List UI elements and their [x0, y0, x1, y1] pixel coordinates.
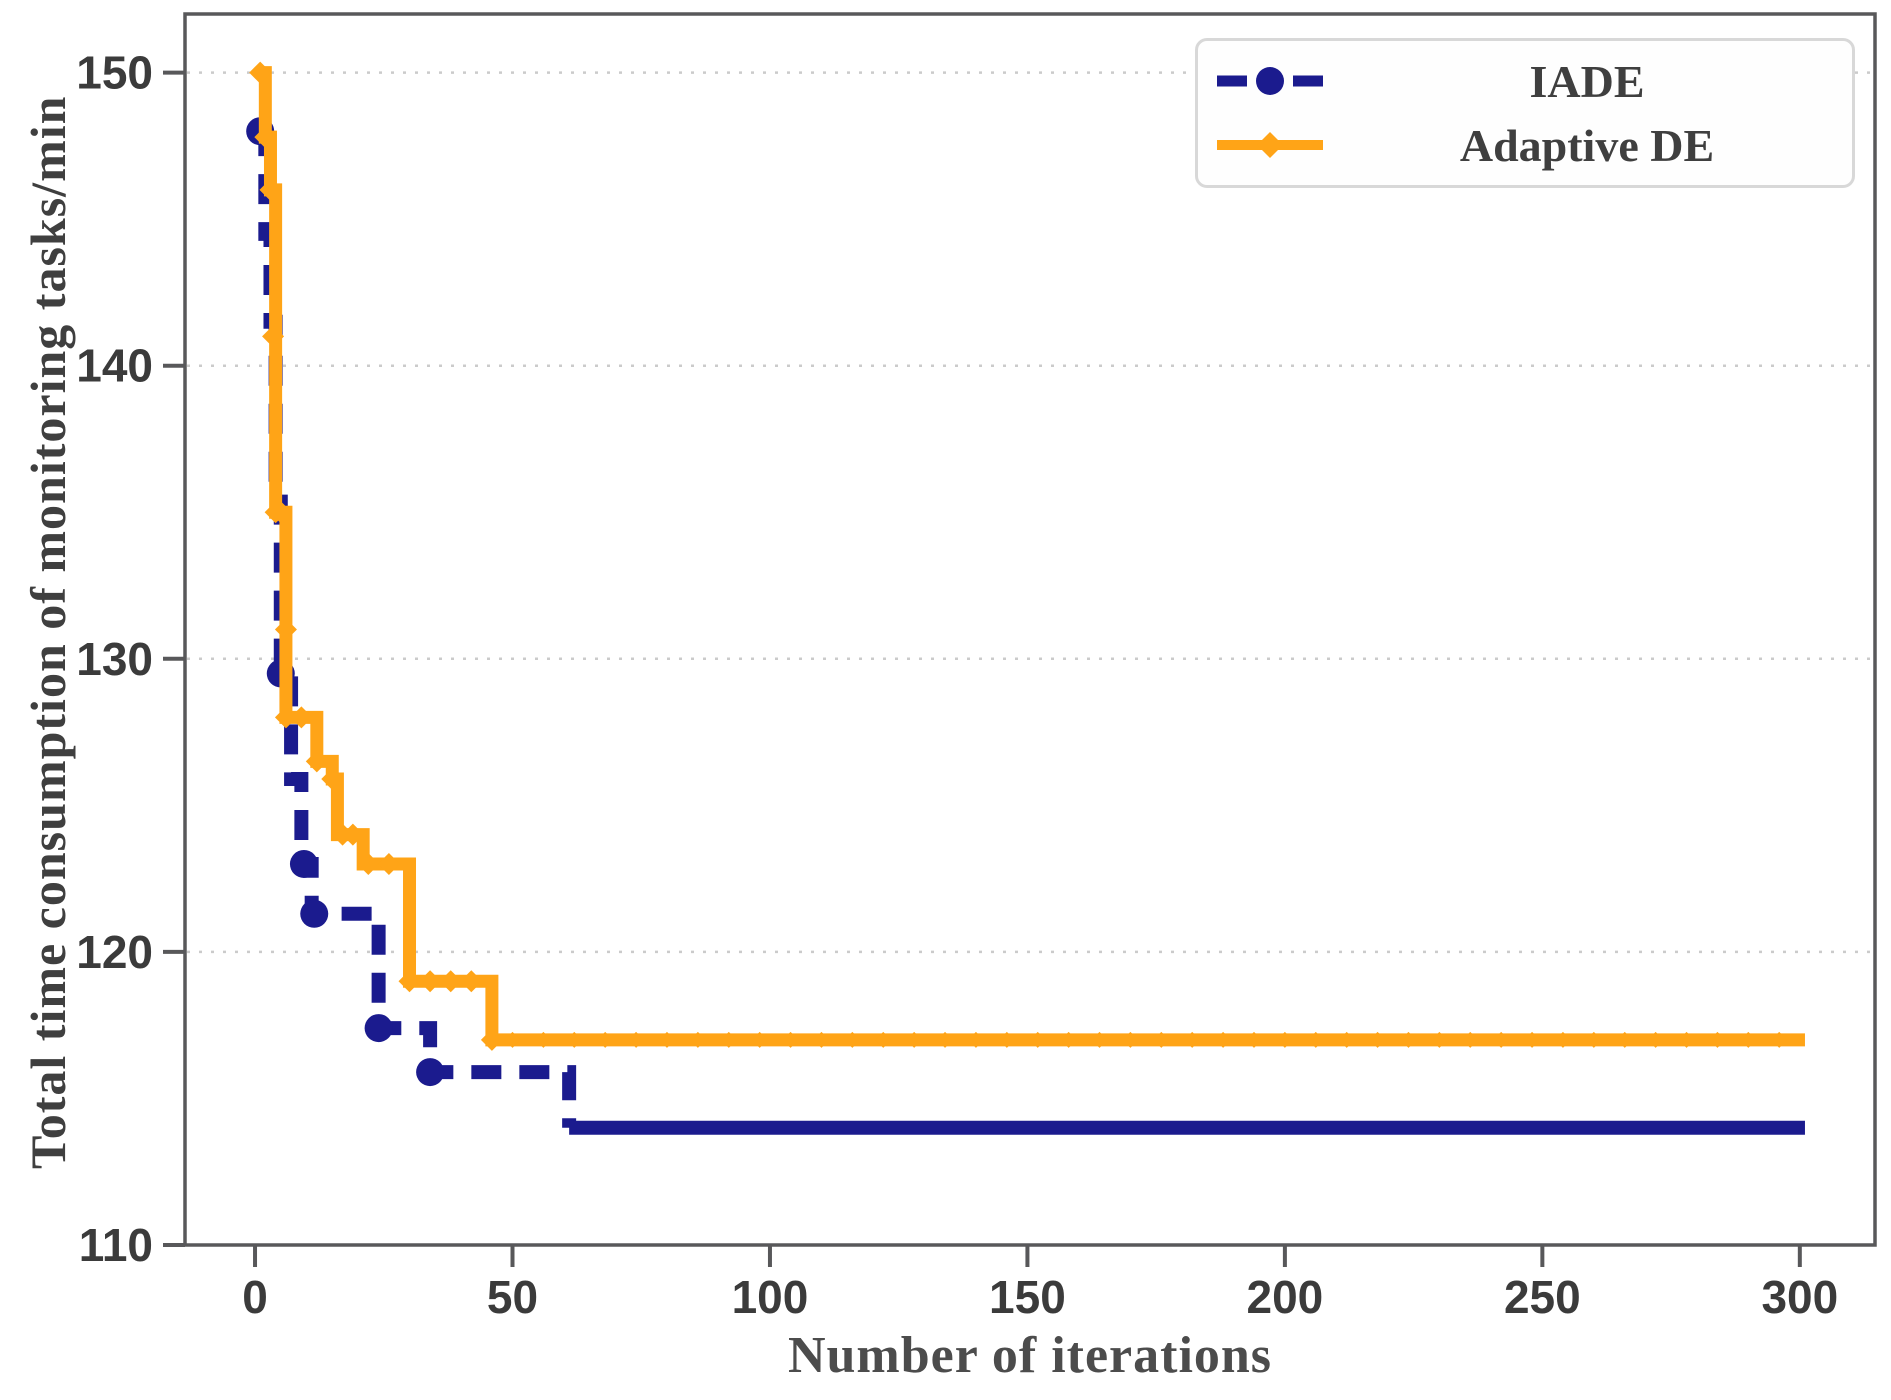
adaptive-de-line-sample-icon — [1217, 132, 1323, 158]
iade-line-sample-icon — [1217, 67, 1323, 95]
svg-text:300: 300 — [1761, 1271, 1838, 1323]
svg-text:120: 120 — [76, 926, 153, 978]
legend: IADE Adaptive DE — [1195, 38, 1855, 188]
legend-label-adaptive-de: Adaptive DE — [1459, 119, 1715, 171]
svg-text:140: 140 — [76, 340, 153, 392]
svg-text:200: 200 — [1247, 1271, 1324, 1323]
svg-text:50: 50 — [487, 1271, 538, 1323]
svg-text:110: 110 — [79, 1219, 153, 1271]
svg-text:150: 150 — [76, 47, 153, 99]
svg-text:100: 100 — [732, 1271, 809, 1323]
svg-text:130: 130 — [76, 633, 153, 685]
legend-label-iade: IADE — [1529, 55, 1645, 107]
svg-text:250: 250 — [1504, 1271, 1581, 1323]
svg-text:0: 0 — [242, 1271, 268, 1323]
y-axis-title: Total time consumption of monitoring tas… — [20, 95, 76, 1170]
x-axis-title: Number of iterations — [787, 1327, 1273, 1384]
svg-text:150: 150 — [989, 1271, 1066, 1323]
legend-item-iade: IADE — [1214, 53, 1840, 109]
legend-item-adaptive-de: Adaptive DE — [1214, 117, 1840, 173]
